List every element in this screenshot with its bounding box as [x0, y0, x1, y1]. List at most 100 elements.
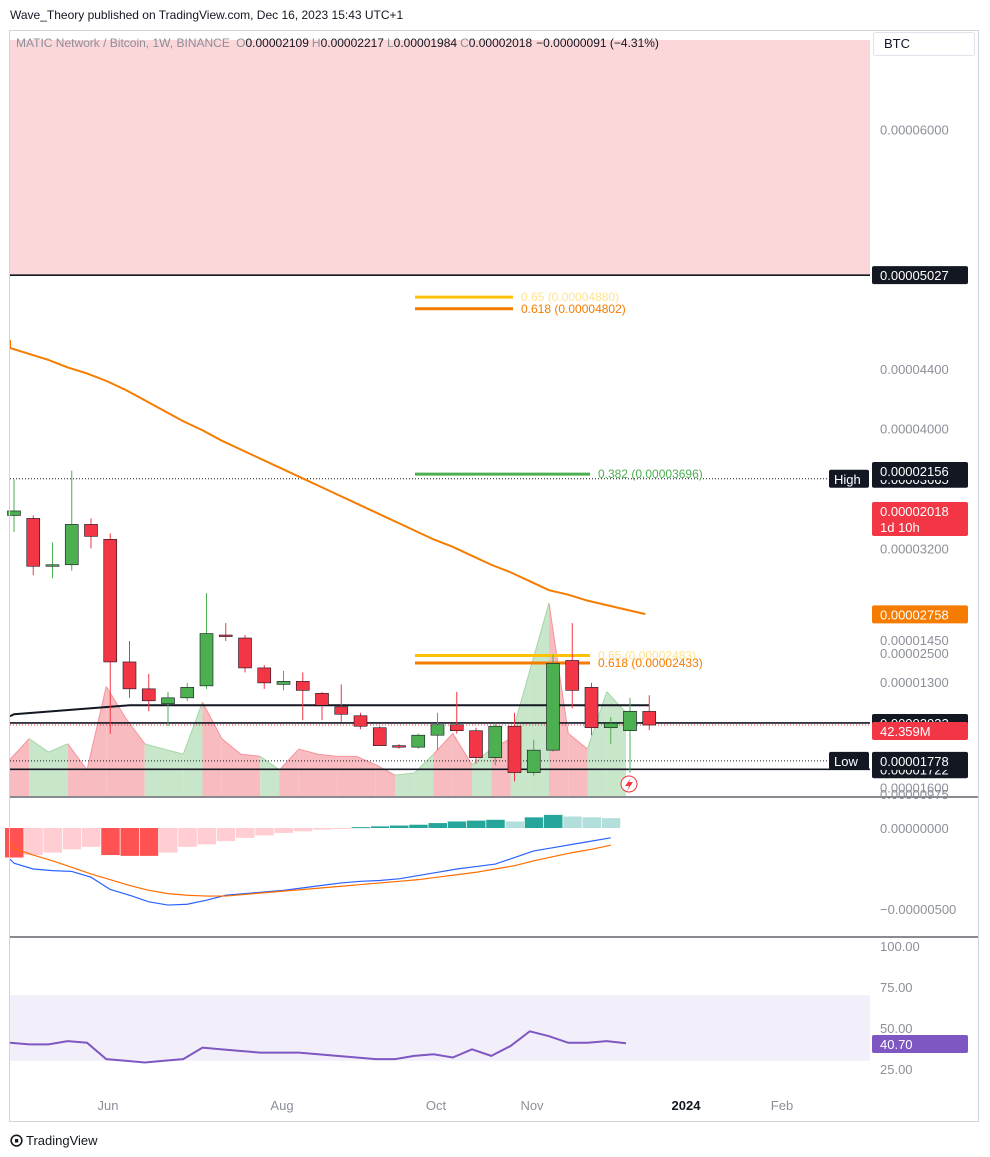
candle[interactable]	[372, 726, 387, 746]
candle[interactable]	[469, 727, 483, 764]
macd-histogram-bar	[159, 828, 178, 853]
volume-edge	[182, 701, 203, 755]
volume-edge	[298, 748, 319, 755]
candle[interactable]	[64, 470, 79, 571]
candle[interactable]	[218, 623, 233, 642]
volume-edge	[86, 686, 107, 771]
macd-histogram-bar	[236, 828, 255, 838]
macd-histogram-bar	[601, 818, 621, 828]
volume-edge	[567, 733, 588, 750]
volume-value-tag: 42.359M	[872, 722, 968, 740]
candle[interactable]	[315, 691, 329, 721]
candle-body	[218, 634, 233, 637]
volume-segment	[279, 749, 299, 796]
rsi-axis-label: 25.00	[880, 1062, 913, 1077]
candle[interactable]	[488, 723, 503, 766]
candle[interactable]	[603, 717, 618, 745]
svg-text:Low: Low	[834, 754, 858, 769]
candle[interactable]	[199, 593, 214, 689]
volume-edge	[9, 738, 30, 760]
candle-body	[392, 745, 406, 748]
candle[interactable]	[7, 479, 21, 532]
candle[interactable]	[257, 664, 272, 689]
candle-body	[353, 715, 368, 727]
candle[interactable]	[276, 670, 291, 691]
svg-text:0.00001778: 0.00001778	[880, 754, 949, 769]
candle[interactable]	[45, 542, 60, 579]
volume-segment	[433, 733, 453, 796]
candle[interactable]	[449, 691, 464, 734]
resistance-zone	[10, 40, 870, 276]
rsi-axis-label: 75.00	[880, 980, 913, 995]
volume-segment	[87, 686, 107, 796]
macd-line[interactable]	[9, 837, 611, 906]
price-axis-label: 0.00002500	[880, 646, 949, 661]
volume-edge	[105, 686, 126, 719]
candle-body	[276, 681, 291, 685]
macd-histogram-bar	[197, 828, 216, 845]
svg-text:40.70: 40.70	[880, 1037, 913, 1052]
rsi-line[interactable]	[9, 1030, 627, 1064]
candle[interactable]	[546, 654, 560, 752]
legend-ohlc[interactable]: MATIC Network / Bitcoin, 1W, BINANCE O0.…	[16, 36, 659, 50]
price-tag: 0.00002758	[872, 605, 968, 624]
svg-text:0.00005027: 0.00005027	[880, 268, 949, 283]
candle[interactable]	[238, 635, 252, 673]
macd-histogram-bar	[467, 820, 486, 828]
svg-text:1d 10h: 1d 10h	[880, 520, 920, 535]
volume-segment	[337, 756, 357, 796]
candle-body	[469, 730, 483, 758]
volume-edge	[394, 772, 415, 776]
currency-button[interactable]: BTC	[873, 32, 975, 56]
volume-axis-label: 0.00000975	[880, 787, 949, 802]
volume-edge	[144, 743, 165, 750]
candle[interactable]	[161, 691, 175, 727]
candle[interactable]	[526, 739, 541, 776]
candle[interactable]	[430, 712, 445, 751]
volume-segment	[125, 717, 145, 796]
volume-edge	[529, 602, 550, 671]
rsi-axis-label: 50.00	[880, 1021, 913, 1036]
macd-histogram-bar	[293, 828, 313, 832]
candle-body	[334, 706, 349, 715]
volume-segment	[529, 603, 549, 796]
candle[interactable]	[507, 712, 522, 782]
tradingview-logo[interactable]: ⨀ TradingView	[10, 1132, 98, 1148]
candle-body	[603, 722, 618, 729]
candle[interactable]	[353, 712, 368, 730]
macd-histogram-bar	[486, 819, 505, 828]
candle[interactable]	[180, 682, 195, 701]
legend-ohlc-key: C	[460, 36, 469, 50]
ema-line[interactable]	[9, 339, 646, 616]
candle[interactable]	[26, 515, 41, 576]
candle-body	[430, 724, 445, 736]
candle[interactable]	[295, 672, 310, 721]
volume-segment	[414, 754, 434, 796]
candle[interactable]	[584, 682, 599, 736]
candle[interactable]	[623, 697, 637, 773]
volume-segment	[241, 754, 261, 796]
macd-signal-line[interactable]	[9, 842, 611, 897]
time-axis-label: Aug	[270, 1098, 293, 1113]
candle[interactable]	[334, 684, 349, 722]
macd-histogram-bar	[120, 828, 139, 856]
candle[interactable]	[103, 533, 118, 734]
candle[interactable]	[565, 623, 580, 709]
candle[interactable]	[141, 673, 156, 712]
time-axis-label: Feb	[771, 1098, 793, 1113]
volume-axis-label: 0.00001450	[880, 633, 949, 648]
candle[interactable]	[84, 518, 98, 549]
candle-body	[526, 749, 541, 773]
candle[interactable]	[411, 733, 426, 749]
candle[interactable]	[392, 744, 406, 749]
legend-ohlc-key: H	[312, 36, 321, 50]
candle-body	[26, 518, 41, 567]
flash-bolt-icon	[625, 778, 633, 791]
macd-histogram-bar	[524, 817, 544, 828]
svg-text:0.00002018: 0.00002018	[880, 504, 949, 519]
candle-body	[642, 711, 657, 726]
candle-body	[122, 661, 137, 690]
candle[interactable]	[642, 695, 657, 731]
candle[interactable]	[122, 641, 137, 698]
